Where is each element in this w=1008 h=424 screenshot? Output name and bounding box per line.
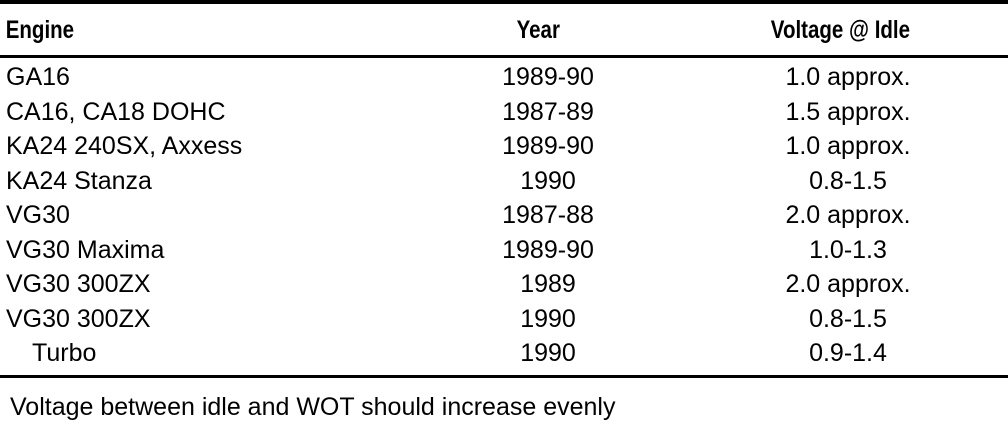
header-engine: Engine [5,16,75,44]
table-row: CA16, CA18 DOHC 1987-89 1.5 approx. [0,95,1008,130]
cell-engine: VG30 300ZX [6,304,151,333]
table-body: GA16 1989-90 1.0 approx. CA16, CA18 DOHC… [0,60,1008,371]
cell-engine: KA24 240SX, Axxess [6,132,243,160]
cell-engine: VG30 [6,201,70,229]
cell-engine: GA16 [6,63,70,91]
table-row: VG30 300ZX 1989 2.0 approx. [0,267,1008,302]
header-rule [0,55,1008,58]
bottom-rule [0,375,1008,378]
table-row: KA24 Stanza 1990 0.8-1.5 [0,164,1008,199]
cell-engine: CA16, CA18 DOHC [6,97,226,126]
table-row: GA16 1989-90 1.0 approx. [0,60,1008,95]
table-row: VG30 Maxima 1989-90 1.0-1.3 [0,233,1008,268]
table-row: KA24 240SX, Axxess 1989-90 1.0 approx. [0,129,1008,164]
cell-engine: VG30 Maxima [6,235,165,264]
table-footnote: Voltage between idle and WOT should incr… [10,393,616,421]
header-voltage: Voltage @ Idle [770,16,911,44]
cell-engine: VG30 300ZX [6,270,151,298]
table-row: VG30 300ZX 1990 0.8-1.5 [0,302,1008,337]
table-row: Turbo 1990 0.9-1.4 [0,336,1008,371]
header-year: Year [516,16,560,44]
table-header: Engine Year Voltage @ Idle [0,6,910,54]
cell-engine: Turbo [32,339,97,367]
top-rule [0,0,1008,4]
cell-engine: KA24 Stanza [6,166,152,195]
table-row: VG30 1987-88 2.0 approx. [0,198,1008,233]
